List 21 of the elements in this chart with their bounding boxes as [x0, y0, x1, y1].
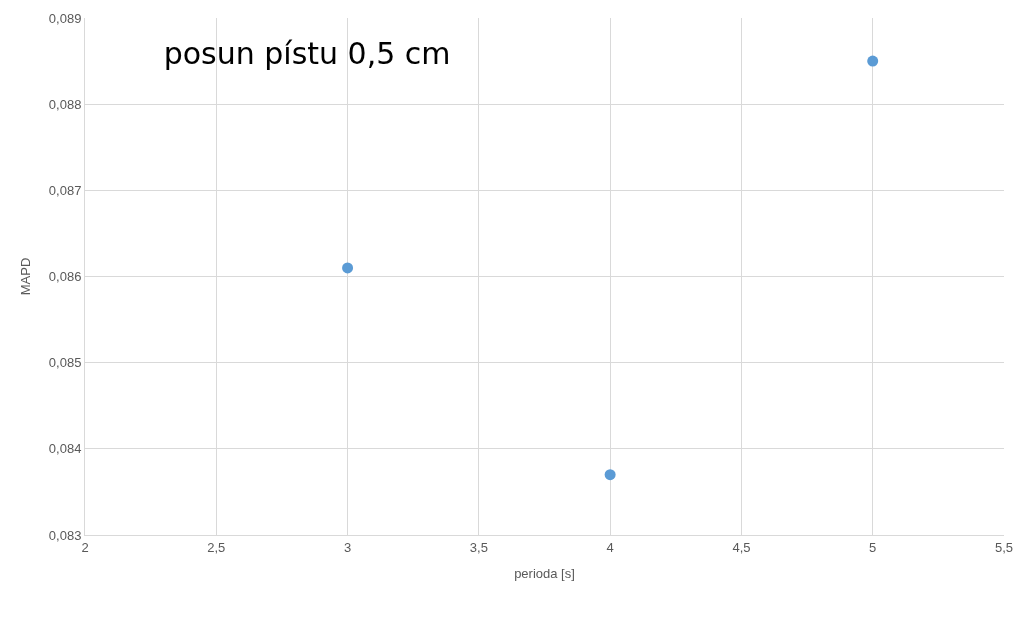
point — [604, 469, 616, 481]
y-tick-label: 0,083 — [48, 527, 82, 543]
x-tick-label: 5 — [869, 539, 877, 555]
x-tick-label: 5,5 — [994, 539, 1014, 555]
y-tick-label: 0,088 — [48, 96, 82, 112]
x-tick-label: 4 — [606, 539, 614, 555]
x-tick-label: 4,5 — [732, 539, 751, 555]
x-tick-label: 3 — [343, 539, 352, 555]
x-tick-label: 2 — [81, 539, 89, 555]
y-tick-label: 0,085 — [48, 355, 82, 371]
y-tick-label: 0,086 — [48, 269, 82, 285]
x-tick-label: 3,5 — [469, 539, 488, 555]
point — [342, 262, 354, 274]
y-tick-label: 0,087 — [48, 182, 82, 198]
y-axis-title: MAPD — [17, 257, 33, 296]
point — [867, 55, 879, 67]
x-tick-label: 2,5 — [207, 539, 226, 555]
x-axis-title: perioda [s] — [514, 566, 575, 582]
y-tick-label: 0,084 — [48, 441, 82, 457]
text: posun pístu 0,5 cm — [163, 36, 451, 72]
y-tick-label: 0,089 — [48, 10, 82, 26]
